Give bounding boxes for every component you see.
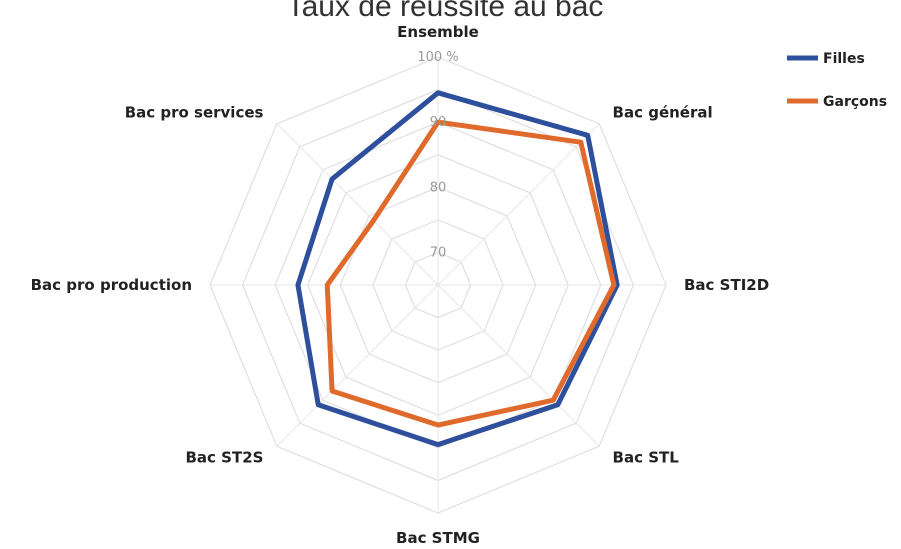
tick-label: 70 <box>430 245 447 260</box>
axis-label: Bac ST2S <box>186 449 264 467</box>
axis-label: Ensemble <box>397 23 479 41</box>
tick-label: 80 <box>430 180 447 195</box>
axis-label: Bac pro services <box>125 103 264 121</box>
axis-spoke <box>437 123 600 286</box>
legend: Filles Garçons <box>787 51 887 110</box>
axis-label: Bac pro production <box>31 276 192 294</box>
legend-label: Filles <box>823 51 865 67</box>
axis-spoke <box>276 123 439 286</box>
radar-grid <box>209 56 667 514</box>
axis-labels: Ensemble Bac général Bac STI2D Bac STL Bac S… <box>31 23 770 547</box>
series-line-0 <box>295 90 620 448</box>
axis-spoke <box>437 284 600 447</box>
axis-spoke <box>276 284 439 447</box>
axis-label: Bac STL <box>613 449 680 467</box>
axis-label: Bac STI2D <box>684 276 769 294</box>
radar-series <box>295 90 620 448</box>
tick-label: 100 % <box>417 50 458 65</box>
chart-title: Taux de réussite au bac <box>287 0 604 23</box>
axis-label: Bac général <box>613 103 713 121</box>
series-line-1 <box>324 119 617 428</box>
radial-tick-labels: 70 80 90 100 % <box>417 50 458 260</box>
legend-label: Garçons <box>823 94 887 110</box>
tick-label: 90 <box>430 115 447 130</box>
axis-label: Bac STMG <box>396 529 480 547</box>
